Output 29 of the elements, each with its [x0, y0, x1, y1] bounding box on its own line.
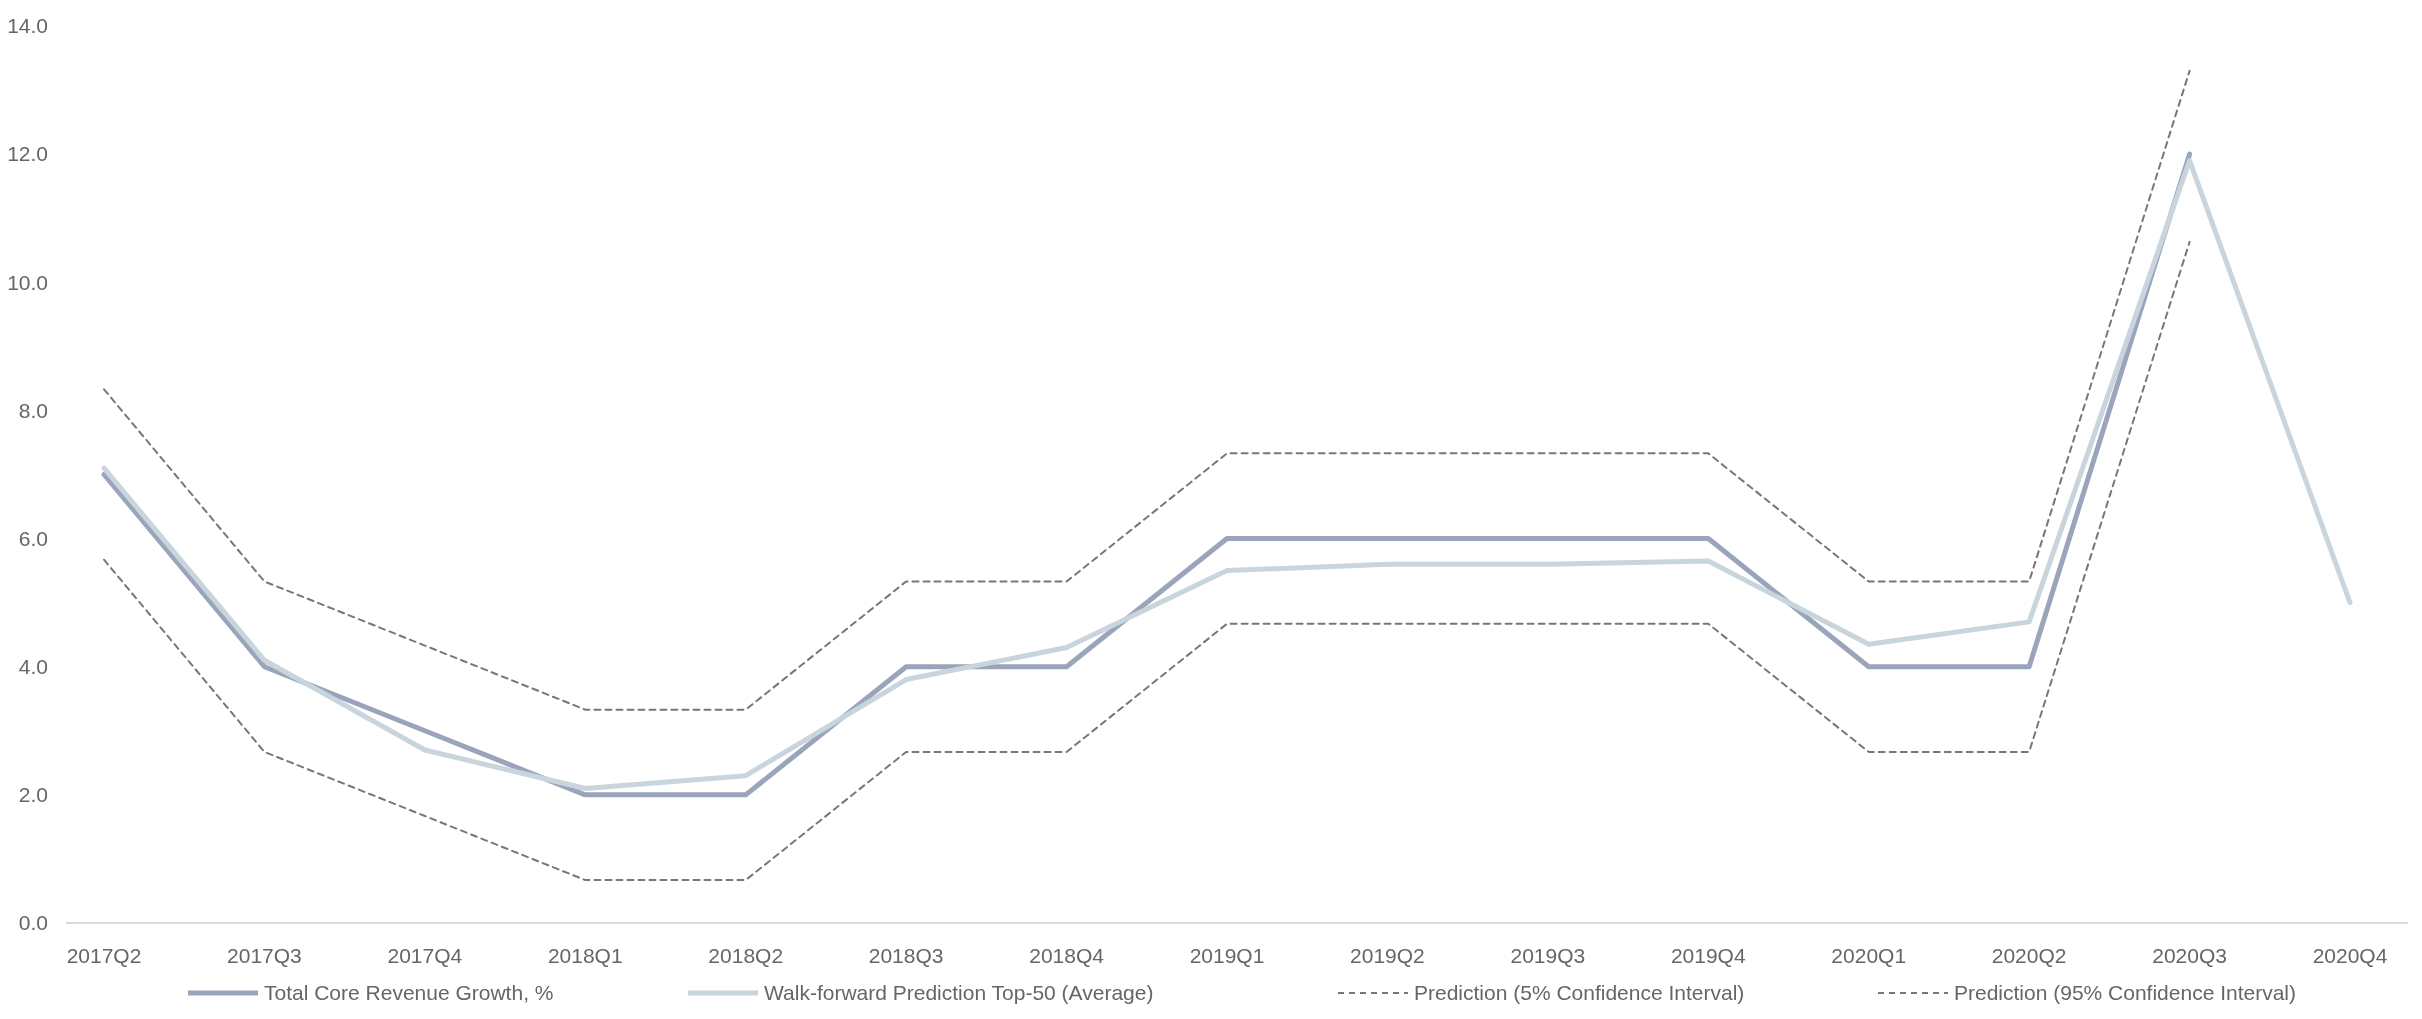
legend-label: Total Core Revenue Growth, % — [264, 981, 554, 1005]
x-tick-label: 2018Q2 — [708, 944, 784, 967]
x-tick-label: 2020Q3 — [2152, 944, 2227, 967]
y-tick-label: 6.0 — [18, 526, 48, 550]
y-tick-label: 12.0 — [7, 142, 48, 166]
x-tick-label: 2019Q1 — [1189, 944, 1265, 967]
x-tick-label: 2019Q3 — [1510, 944, 1586, 967]
y-tick-label: 0.0 — [18, 911, 48, 935]
x-tick-label: 2018Q3 — [868, 944, 944, 967]
y-tick-label: 10.0 — [7, 270, 48, 294]
legend-label: Prediction (95% Confidence Interval) — [1954, 981, 2297, 1005]
line-series — [103, 240, 2191, 882]
x-tick-label: 2017Q3 — [227, 944, 302, 967]
y-tick-label: 14.0 — [7, 14, 48, 38]
line-series — [103, 69, 2191, 711]
x-tick-label: 2019Q4 — [1670, 944, 1746, 967]
legend-label: Prediction (5% Confidence Interval) — [1414, 981, 1745, 1005]
x-tick-label: 2020Q1 — [1831, 944, 1907, 967]
x-tick-label: 2019Q2 — [1350, 944, 1425, 967]
y-tick-label: 2.0 — [18, 783, 48, 807]
y-tick-label: 4.0 — [18, 655, 48, 679]
x-tick-label: 2018Q1 — [547, 944, 623, 967]
x-tick-label: 2020Q2 — [1991, 944, 2067, 967]
x-tick-label: 2020Q4 — [2312, 944, 2388, 967]
x-tick-label: 2017Q2 — [66, 944, 142, 967]
x-tick-label: 2018Q4 — [1029, 944, 1105, 967]
legend-label: Walk-forward Prediction Top-50 (Average) — [764, 981, 1154, 1005]
y-tick-label: 8.0 — [18, 398, 48, 422]
x-tick-label: 2017Q4 — [387, 944, 463, 967]
